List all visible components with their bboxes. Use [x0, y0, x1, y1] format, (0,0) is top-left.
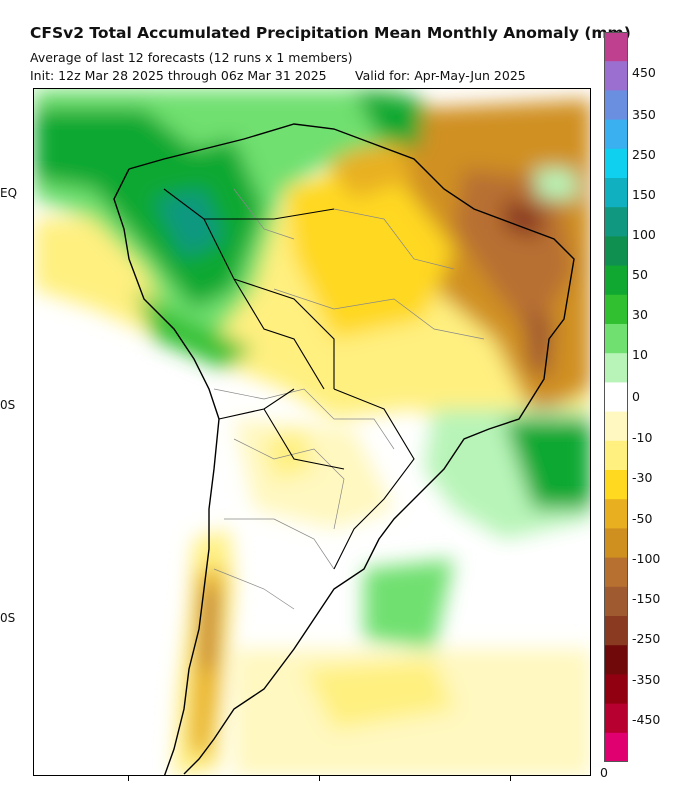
colorbar-tick-label: 250 [632, 147, 656, 162]
colorbar-border [604, 32, 628, 762]
colorbar-tick-label: -450 [632, 712, 661, 727]
colorbar-tick-label: 150 [632, 187, 656, 202]
colorbar-swatch [604, 207, 628, 237]
colorbar-swatch [604, 32, 628, 62]
colorbar-swatch [604, 353, 628, 383]
colorbar-swatch [604, 119, 628, 150]
colorbar-swatch [604, 294, 628, 325]
colorbar-swatch [604, 645, 628, 675]
colorbar-tick-label: -350 [632, 672, 661, 687]
colorbar-swatch [604, 90, 628, 121]
colorbar-swatch [604, 265, 628, 296]
colorbar-swatch [604, 616, 628, 646]
init-time: Init: 12z Mar 28 2025 through 06z Mar 31… [30, 68, 327, 83]
colorbar [604, 32, 628, 762]
province-borders [213, 188, 485, 610]
valid-period: Valid for: Apr-May-Jun 2025 [355, 68, 526, 83]
lat-label-20s: 0S [0, 398, 16, 412]
colorbar-tick-label: -50 [632, 511, 653, 526]
colorbar-tick-label: 100 [632, 227, 656, 242]
colorbar-swatch [604, 324, 628, 354]
x-tick [319, 776, 320, 781]
colorbar-swatch [604, 236, 628, 267]
colorbar-swatch [604, 61, 628, 91]
anomaly-field [34, 89, 590, 775]
colorbar-swatch [604, 703, 628, 734]
colorbar-swatch [604, 411, 628, 442]
x-tick [510, 776, 511, 781]
lat-label-eq: EQ [0, 186, 18, 200]
country-borders [163, 188, 415, 570]
x-tick [128, 776, 129, 781]
colorbar-swatch [604, 528, 628, 559]
forecast-subtitle: Average of last 12 forecasts (12 runs x … [30, 50, 353, 65]
colorbar-tick-label: 30 [632, 307, 648, 322]
colorbar-swatch [604, 470, 628, 500]
lat-label-40s: 0S [0, 611, 16, 625]
colorbar-swatch [604, 148, 628, 179]
coastlines [113, 123, 575, 775]
colorbar-tick-label: -250 [632, 631, 661, 646]
colorbar-tick-label: 0 [632, 389, 640, 404]
colorbar-swatch [604, 499, 628, 529]
colorbar-bottom-label: 0 [600, 765, 608, 780]
colorbar-tick-label: 10 [632, 347, 648, 362]
colorbar-swatch [604, 178, 628, 208]
colorbar-tick-label: -30 [632, 470, 653, 485]
colorbar-tick-label: -100 [632, 551, 661, 566]
colorbar-tick-label: -150 [632, 591, 661, 606]
colorbar-tick-label: 350 [632, 107, 656, 122]
colorbar-swatch [604, 586, 628, 617]
colorbar-swatch [604, 557, 628, 588]
anomaly-map [33, 88, 591, 776]
colorbar-swatch [604, 732, 628, 762]
colorbar-tick-label: 450 [632, 65, 656, 80]
colorbar-swatch [604, 440, 628, 471]
map-title: CFSv2 Total Accumulated Precipitation Me… [30, 24, 631, 42]
colorbar-tick-label: -10 [632, 430, 653, 445]
colorbar-tick-label: 50 [632, 267, 648, 282]
colorbar-swatch [604, 674, 628, 705]
colorbar-swatch [604, 382, 628, 413]
